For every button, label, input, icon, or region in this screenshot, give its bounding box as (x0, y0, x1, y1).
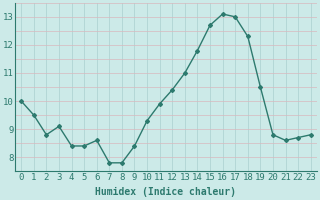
X-axis label: Humidex (Indice chaleur): Humidex (Indice chaleur) (95, 187, 236, 197)
